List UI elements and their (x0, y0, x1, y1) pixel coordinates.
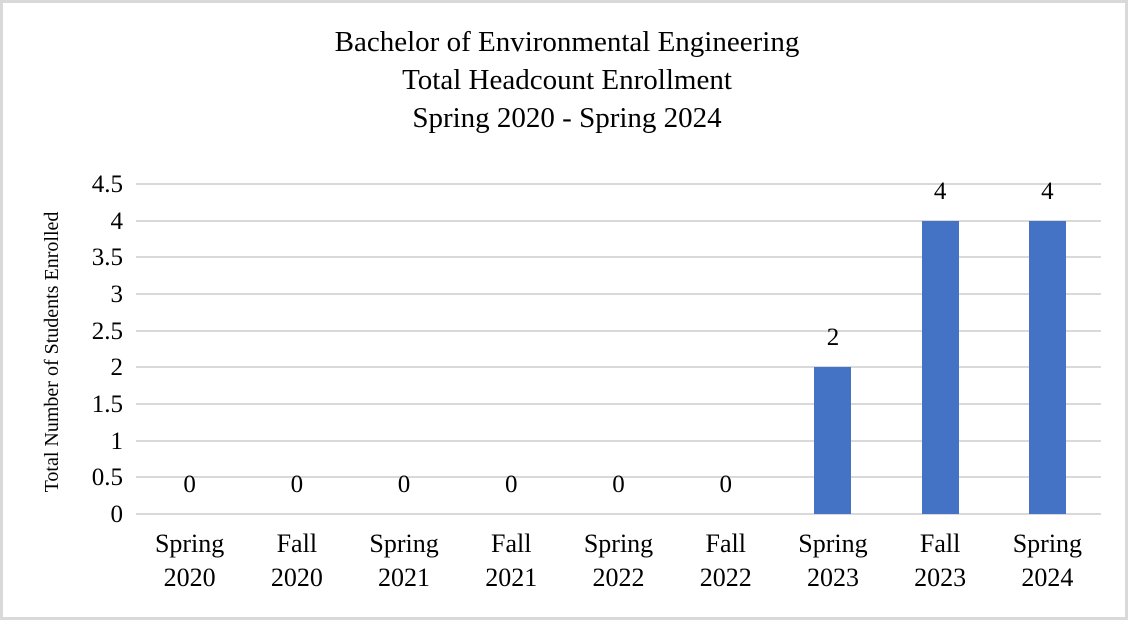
data-label-spring-2023: 2 (826, 324, 840, 352)
bar-fall-2023 (921, 220, 959, 514)
bar-spring-2024 (1028, 220, 1066, 514)
chart-title: Bachelor of Environmental Engineering To… (334, 26, 800, 134)
gridline-4 (136, 219, 1101, 222)
x-tick-label-spring-2024: Spring 2024 (1012, 529, 1083, 592)
x-tick-label-spring-2022: Spring 2022 (583, 529, 654, 592)
gridline-3 (136, 293, 1101, 295)
x-tick-label-fall-2021: Fall 2021 (485, 529, 538, 592)
x-tick-label-spring-2021: Spring 2021 (369, 529, 439, 592)
data-label-spring-2024: 4 (1041, 177, 1054, 205)
data-label-fall-2023: 4 (933, 177, 947, 205)
data-label-spring-2021: 0 (397, 471, 411, 498)
y-tick-label: 2.5 (91, 317, 123, 345)
y-tick-label: 3.5 (91, 244, 123, 272)
gridline-2.5 (136, 329, 1101, 332)
x-tick-label-spring-2023: Spring 2023 (798, 529, 868, 592)
gridline-1.5 (136, 403, 1101, 405)
y-tick-label: 1 (110, 427, 124, 455)
x-tick-label-fall-2020: Fall 2020 (270, 529, 323, 592)
x-tick-label-fall-2023: Fall 2023 (914, 529, 967, 592)
x-tick-label-spring-2020: Spring 2020 (154, 529, 225, 592)
gridline-0 (136, 513, 1101, 515)
data-label-fall-2021: 0 (505, 471, 518, 498)
y-tick-label: 4.5 (91, 171, 123, 198)
gridline-4.5 (136, 183, 1101, 185)
y-tick-label: 4 (110, 207, 124, 235)
gridline-1 (136, 439, 1101, 442)
data-label-fall-2022: 0 (719, 471, 732, 498)
gridline-0.5 (136, 476, 1101, 479)
data-label-spring-2022: 0 (612, 471, 625, 498)
bar-spring-2023 (814, 367, 852, 514)
x-tick-label-fall-2022: Fall 2022 (699, 529, 752, 592)
gridline-3.5 (136, 256, 1101, 259)
data-label-fall-2020: 0 (290, 471, 304, 498)
y-tick-label: 0.5 (91, 464, 123, 492)
data-label-spring-2020: 0 (183, 471, 196, 498)
y-tick-label: 0 (110, 501, 124, 528)
y-tick-label: 1.5 (91, 391, 123, 418)
y-tick-label: 3 (110, 281, 124, 308)
gridline-2 (136, 366, 1101, 369)
y-tick-label: 2 (110, 354, 124, 382)
